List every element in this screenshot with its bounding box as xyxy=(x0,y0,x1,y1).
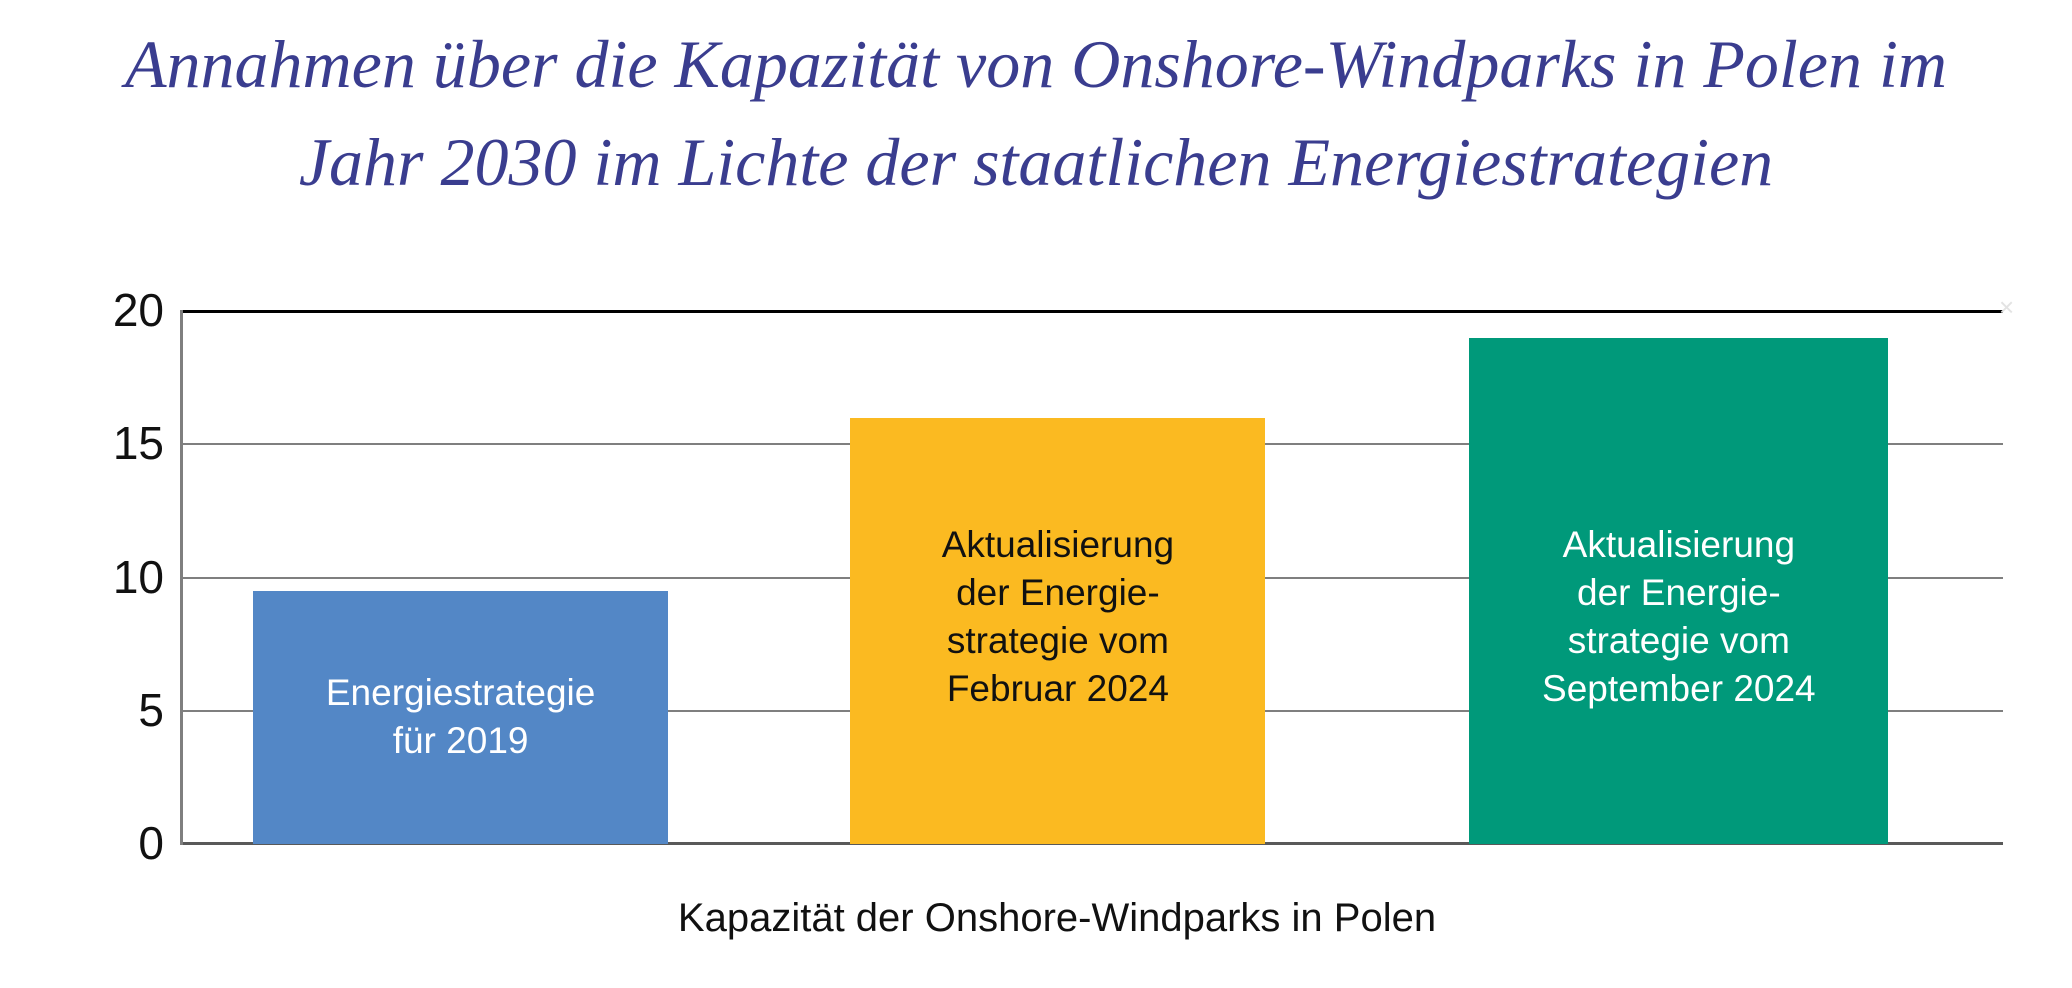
chart-title-line-2: Jahr 2030 im Lichte der staatlichen Ener… xyxy=(298,123,1774,200)
bar-label-line: Aktualisierung xyxy=(1562,523,1796,565)
gridline-20: × xyxy=(182,294,2014,320)
y-axis-line xyxy=(180,310,183,845)
faint-x-mark: × xyxy=(1999,292,2015,322)
bar-label-line: für 2019 xyxy=(392,720,529,762)
bar-label: Aktualisierung der Energie- strategie vo… xyxy=(1542,521,1816,713)
bar-label-line: Energiestrategie xyxy=(325,672,596,714)
bar-label-line: der Energie- xyxy=(1577,571,1781,613)
bar-label: Energiestrategie für 2019 xyxy=(326,669,595,765)
bar-label-line: Aktualisierung xyxy=(941,523,1175,565)
plot-area: × 20 15 10 5 0 Energiestrategie für 2019… xyxy=(113,284,2014,869)
y-tick-label-20: 20 xyxy=(112,283,164,336)
y-tick-label-0: 0 xyxy=(138,816,164,869)
bar-energiestrategie-2019: Energiestrategie für 2019 xyxy=(253,590,669,844)
bar-label-line: strategie vom xyxy=(946,619,1169,661)
bar-aktualisierung-februar-2024: Aktualisierung der Energie- strategie vo… xyxy=(850,417,1266,844)
chart-title-line-1: Annahmen über die Kapazität von Onshore-… xyxy=(125,26,1947,102)
y-tick-label-5: 5 xyxy=(138,683,164,736)
bar-label-line: Februar 2024 xyxy=(946,667,1169,709)
bar-aktualisierung-september-2024: Aktualisierung der Energie- strategie vo… xyxy=(1469,337,1889,844)
y-tick-label-10: 10 xyxy=(112,550,164,603)
bar-label-line: strategie vom xyxy=(1567,619,1790,661)
bar-label-line: September 2024 xyxy=(1542,667,1816,709)
chart-title: Annahmen über die Kapazität von Onshore-… xyxy=(0,16,2072,212)
bar-label: Aktualisierung der Energie- strategie vo… xyxy=(942,521,1174,713)
y-tick-label-15: 15 xyxy=(112,417,164,470)
bar-label-line: der Energie- xyxy=(956,571,1160,613)
x-axis-label: Kapazität der Onshore-Windparks in Polen xyxy=(677,896,1437,940)
